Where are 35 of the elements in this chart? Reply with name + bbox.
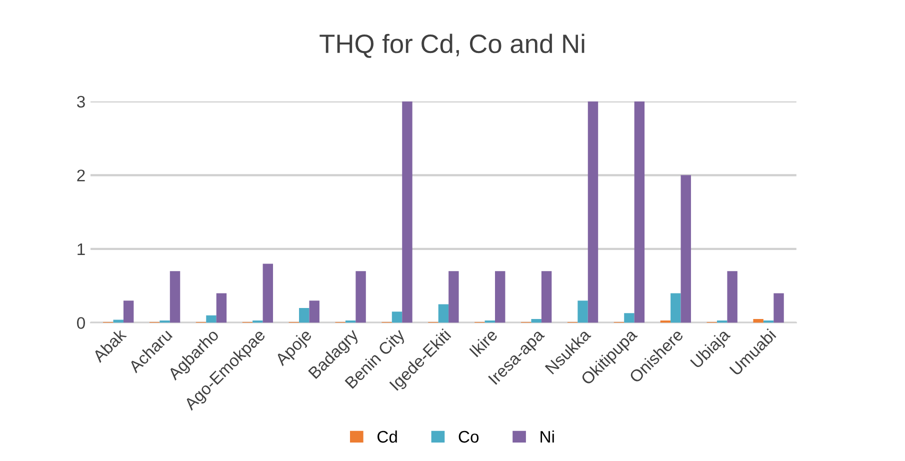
bar [495, 271, 506, 323]
legend-label: Co [458, 430, 479, 443]
bar [299, 308, 310, 323]
bar [634, 101, 645, 323]
bar [309, 300, 320, 323]
bar [624, 313, 634, 323]
bar [727, 271, 738, 323]
legend-label: Cd [378, 430, 397, 443]
bar [123, 300, 134, 323]
bar [670, 293, 681, 323]
bar [402, 101, 412, 323]
bar [170, 271, 180, 323]
bar [252, 320, 263, 323]
bar [680, 175, 691, 323]
bar [262, 264, 274, 323]
y-tick-label: 1 [78, 244, 85, 255]
bar [541, 271, 552, 323]
bar [774, 293, 784, 323]
y-tick-label: 2 [77, 170, 85, 182]
bar [216, 293, 227, 323]
bar [531, 319, 542, 323]
bar [356, 271, 366, 323]
chart-title: THQ for Cd, Co and Ni [320, 34, 584, 58]
y-tick-label: 0 [77, 317, 85, 329]
bar [113, 320, 124, 323]
bar [578, 300, 588, 323]
bar [753, 319, 764, 323]
bar [206, 315, 216, 323]
bar [392, 312, 402, 323]
bar [588, 101, 598, 323]
bar [160, 320, 170, 323]
legend-label: Ni [540, 430, 554, 443]
y-tick-label: 3 [77, 96, 85, 108]
bar [448, 271, 459, 323]
bar [438, 304, 449, 323]
